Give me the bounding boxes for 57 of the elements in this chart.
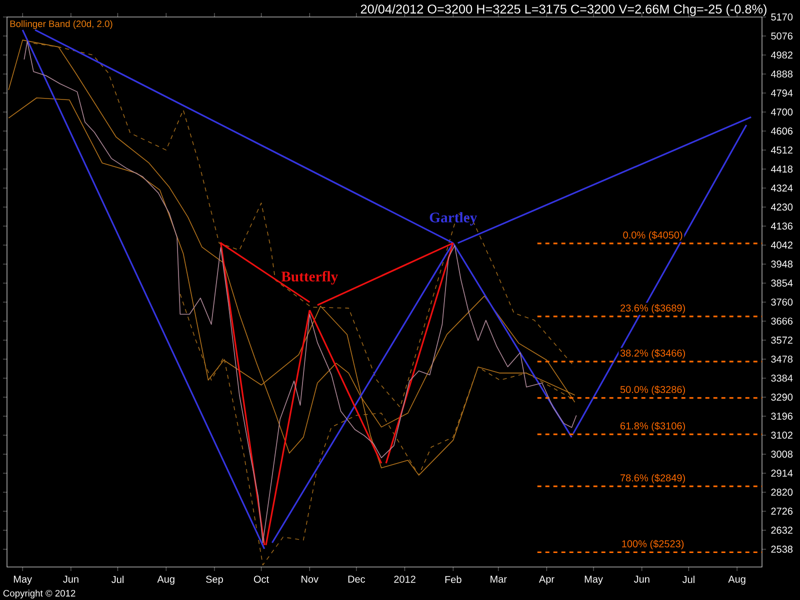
x-tick-label: Jun — [634, 576, 650, 583]
y-tick-label: 2914 — [771, 470, 793, 477]
y-tick-label: 4888 — [770, 70, 793, 78]
series-label: Gartley — [430, 212, 478, 226]
annotation: 61.8% ($3106) — [620, 422, 685, 432]
annotation: 0.0% ($4050) — [623, 231, 682, 241]
x-tick-label: Oct — [254, 576, 269, 583]
annotation: Bollinger Band (20d, 2.0) — [10, 20, 112, 29]
y-tick-label: 4700 — [770, 108, 793, 116]
y-tick-label: 2726 — [771, 508, 793, 515]
annotation: 23.6% ($3689) — [620, 304, 685, 314]
x-tick-label: Nov — [302, 576, 318, 583]
annotation: 78.6% ($2849) — [620, 474, 685, 484]
y-tick-label: 3008 — [771, 450, 793, 458]
y-tick-label: 5170 — [771, 13, 793, 21]
y-tick-label: 3290 — [771, 394, 793, 401]
y-tick-label: 4136 — [770, 222, 793, 230]
y-tick-label: 3102 — [771, 432, 792, 439]
y-tick-label: 3854 — [771, 280, 793, 287]
y-tick-label: 4606 — [770, 128, 793, 135]
y-tick-label: 4418 — [770, 166, 793, 173]
y-tick-label: 2820 — [771, 488, 793, 496]
series-label: Butterfly — [281, 271, 338, 284]
x-tick-label: May — [14, 576, 32, 585]
y-tick-label: 3948 — [771, 260, 793, 268]
x-tick-label: Sep — [206, 576, 223, 585]
y-tick-label: 3478 — [771, 356, 793, 363]
x-tick-label: Dec — [348, 576, 366, 583]
y-tick-label: 3666 — [771, 318, 793, 325]
y-tick-label: 3572 — [771, 336, 792, 344]
y-tick-label: 4230 — [770, 204, 793, 211]
annotation: 38.2% ($3466) — [620, 349, 685, 359]
y-tick-label: 4324 — [770, 184, 793, 192]
x-tick-label: Jul — [682, 576, 694, 584]
text: Copyright © 2012 — [3, 590, 76, 598]
x-tick-label: Jun — [63, 576, 78, 583]
chart-subtitle: 20/04/2012 O=3200 H=3225 L=3175 C=3200 V=2.66M Chg=-25 (-0.8%) — [360, 4, 766, 16]
x-tick-label: Jul — [112, 576, 124, 584]
x-tick-label: Mar — [490, 576, 507, 583]
x-tick-label: Aug — [728, 576, 746, 585]
y-tick-label: 2538 — [771, 546, 793, 553]
annotation: 100% ($2523) — [622, 540, 684, 550]
x-tick-label: Feb — [445, 576, 462, 584]
y-tick-label: 4512 — [770, 146, 792, 154]
x-tick-label: 2012 — [394, 576, 416, 583]
y-tick-label: 3196 — [771, 412, 793, 420]
y-tick-label: 3760 — [771, 298, 793, 306]
x-tick-label: Aug — [157, 576, 174, 585]
y-tick-label: 3384 — [771, 374, 793, 382]
y-tick-label: 5076 — [771, 32, 793, 40]
annotation: 50.0% ($3286) — [620, 386, 685, 396]
x-tick-label: Apr — [538, 576, 554, 585]
x-tick-label: May — [584, 576, 603, 585]
y-tick-label: 4042 — [770, 242, 792, 249]
y-tick-label: 2632 — [771, 526, 792, 534]
y-tick-label: 4794 — [770, 89, 793, 97]
y-tick-label: 4982 — [770, 51, 792, 59]
